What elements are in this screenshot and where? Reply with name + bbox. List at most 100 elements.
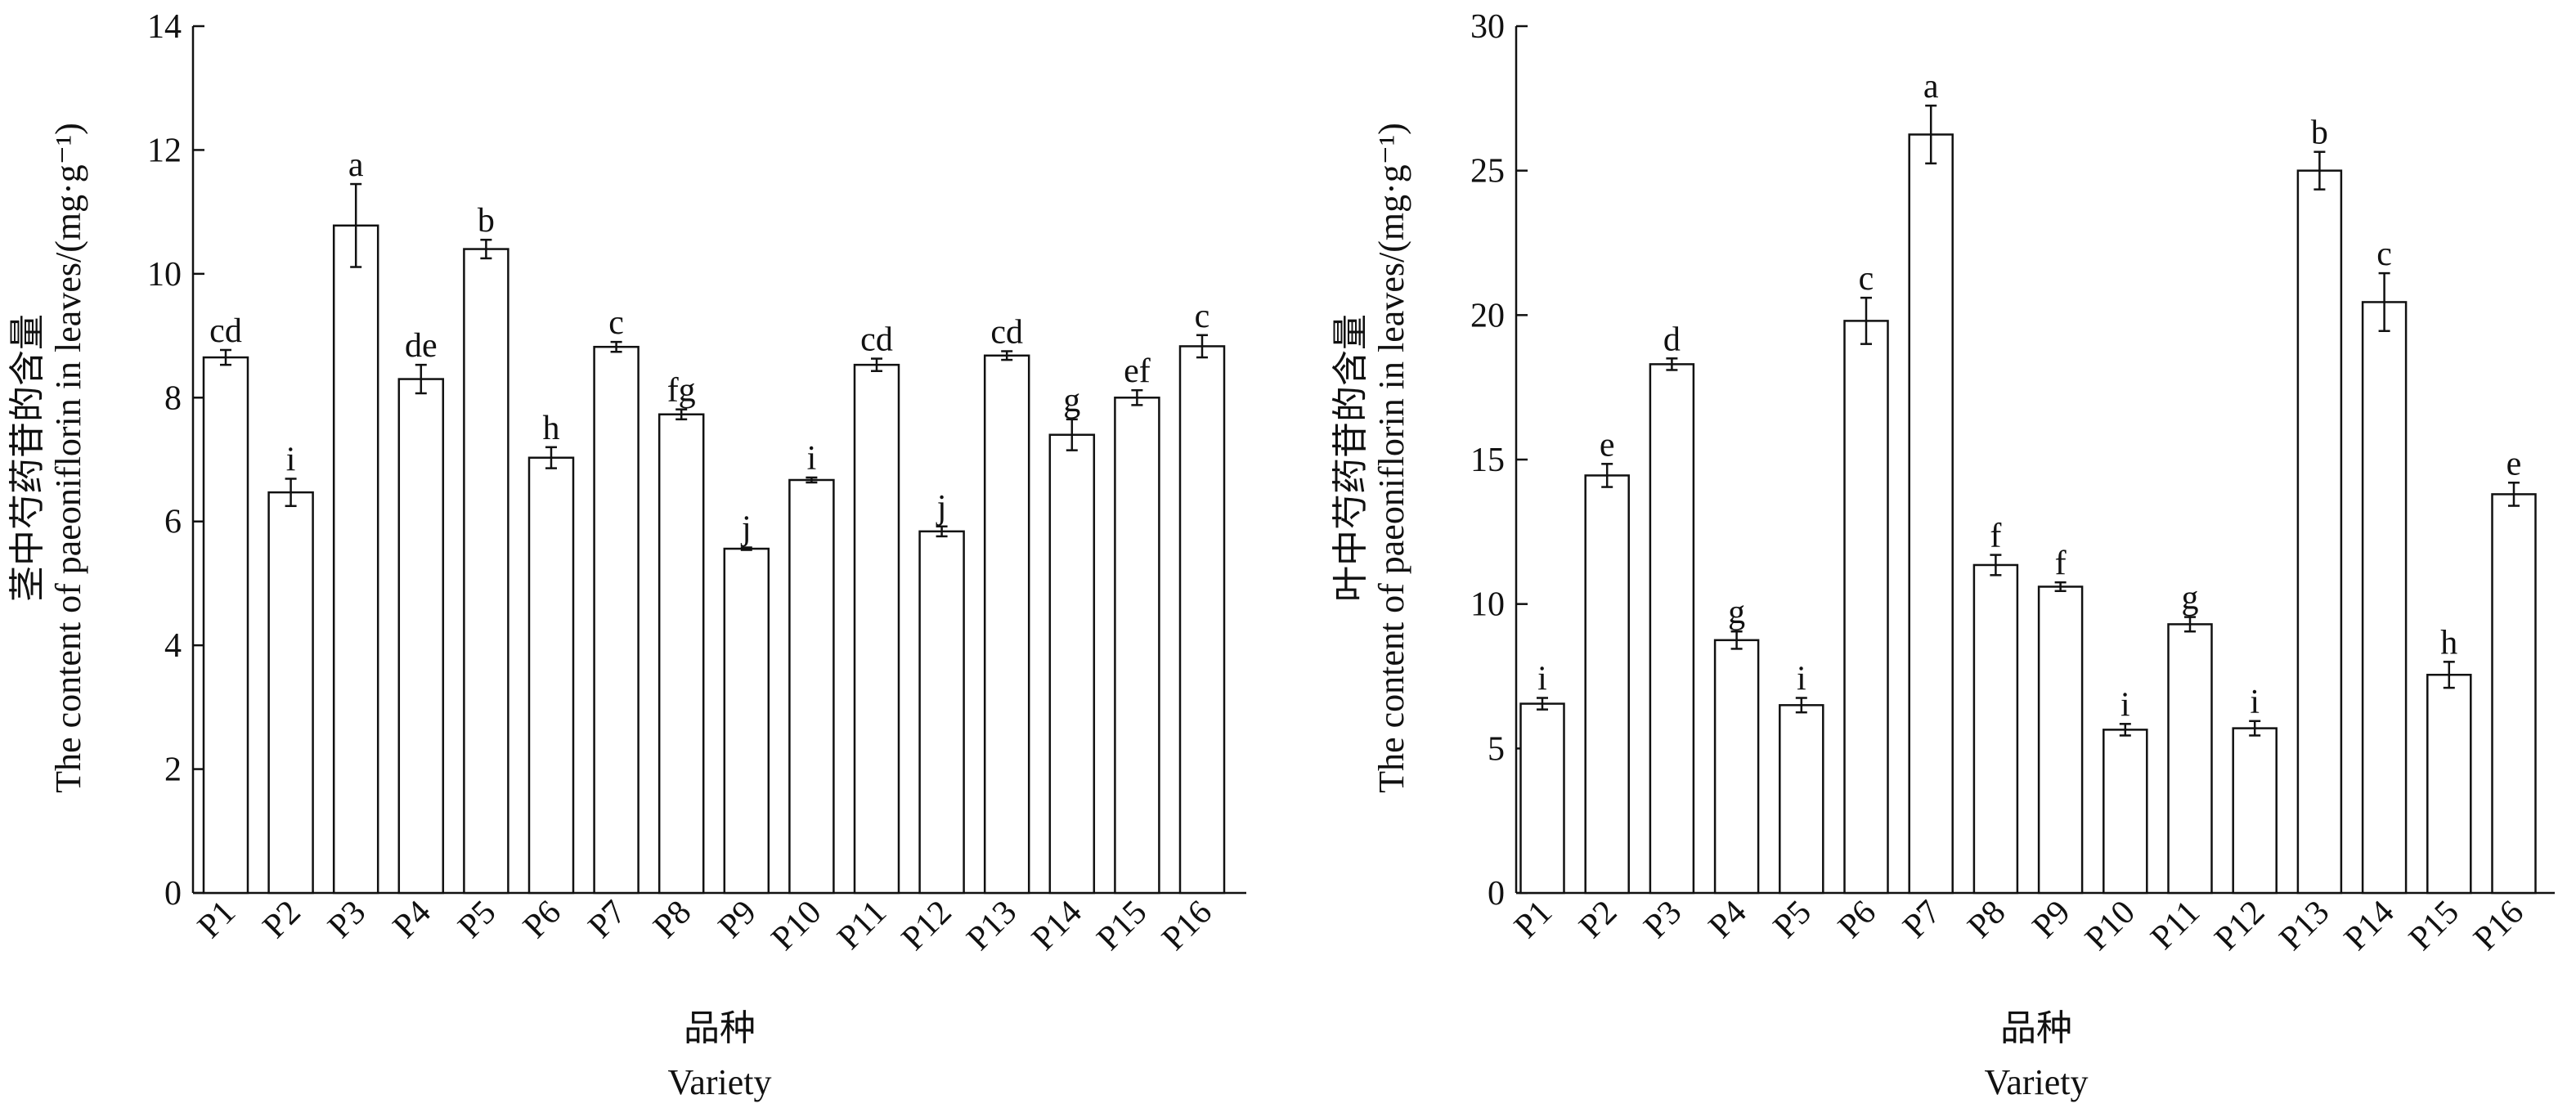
x-tick-label: P12: [2208, 894, 2273, 958]
significance-letter: c: [2376, 236, 2392, 273]
bar: [918, 530, 965, 895]
bar: [332, 224, 379, 895]
bar: [1972, 563, 2019, 895]
significance-letter: h: [2440, 624, 2457, 662]
bar: [657, 413, 705, 895]
y-tick-label: 15: [1470, 442, 1505, 479]
x-tick-label: P10: [765, 894, 829, 958]
significance-letter: i: [2250, 684, 2260, 721]
x-tick-label: P15: [1090, 894, 1155, 958]
x-tick-label: P16: [2466, 894, 2531, 958]
significance-letter: cd: [860, 321, 893, 359]
x-tick-label: P13: [2273, 894, 2337, 958]
significance-letter: i: [2120, 686, 2130, 724]
x-tick-label: P14: [2337, 894, 2402, 958]
bar: [1649, 363, 1695, 895]
significance-letter: a: [1923, 68, 1939, 105]
x-tick-label: P1: [191, 894, 243, 946]
x-tick-label: P11: [2143, 894, 2207, 958]
y-tick-label: 4: [164, 627, 182, 665]
x-tick-label: P16: [1155, 894, 1219, 958]
x-tick-label: P2: [256, 894, 308, 946]
y-tick-label: 6: [164, 504, 182, 541]
x-tick-label: P5: [1766, 894, 1819, 946]
bar: [1114, 397, 1160, 895]
significance-letter: j: [740, 510, 752, 548]
x-tick-label: P3: [1637, 894, 1690, 946]
significance-letter: i: [1537, 661, 1547, 698]
x-tick-label: P3: [321, 894, 373, 946]
x-tick-label: P7: [581, 894, 634, 946]
y-tick-label: 10: [147, 256, 182, 294]
y-axis-label: The content of paeoniflorin in leaves/(m…: [48, 123, 88, 793]
significance-letter: cd: [990, 314, 1023, 352]
y-tick-label: 30: [1470, 8, 1505, 46]
bar: [1843, 320, 1889, 895]
x-tick-label: P6: [1831, 894, 1883, 946]
bar: [2426, 673, 2472, 895]
bar: [2491, 493, 2537, 895]
x-tick-label: P13: [960, 894, 1025, 958]
x-tick-label: P1: [1507, 894, 1560, 946]
significance-letter: f: [2055, 545, 2067, 582]
y-tick-label: 20: [1470, 297, 1505, 334]
significance-letter: cd: [209, 312, 242, 350]
significance-letter: i: [286, 441, 296, 478]
bar: [2296, 169, 2343, 895]
significance-letter: de: [405, 327, 438, 365]
significance-letter: g: [1063, 382, 1080, 419]
x-tick-label: P8: [646, 894, 698, 946]
significance-letter: fg: [667, 372, 696, 410]
x-tick-label: P11: [830, 894, 894, 958]
x-tick-label: P15: [2402, 894, 2466, 958]
significance-letter: g: [1728, 594, 1745, 631]
stem-paeoniflorin-chart: 茎中芍药苷的含量 The content of paeoniflorin in …: [7, 8, 1246, 1102]
x-tick-label: P6: [516, 894, 568, 946]
bar: [463, 248, 509, 895]
y-tick-label: 0: [164, 875, 182, 913]
x-axis-label: Variety: [667, 1062, 771, 1102]
bar: [2103, 729, 2148, 895]
significance-letter: b: [478, 202, 495, 240]
y-tick-label: 10: [1470, 586, 1505, 624]
x-axis-label-cn: 品种: [684, 1008, 756, 1048]
significance-letter: h: [543, 410, 560, 447]
significance-letter: b: [2311, 114, 2328, 152]
bar: [397, 378, 445, 895]
significance-letter: i: [1797, 661, 1806, 698]
x-tick-label: P9: [711, 894, 764, 946]
bar: [527, 456, 575, 895]
bar: [2232, 727, 2278, 895]
x-tick-label: P7: [1896, 894, 1948, 946]
x-tick-label: P12: [895, 894, 959, 958]
x-tick-label: P2: [1572, 894, 1624, 946]
bar: [1048, 433, 1096, 895]
bar: [1713, 639, 1760, 895]
bar: [1908, 133, 1954, 895]
y-tick-label: 0: [1488, 875, 1505, 913]
leaf-paeoniflorin-chart: 叶中芍药苷的含量 The content of paeoniflorin in …: [1331, 8, 2555, 1102]
bar: [202, 356, 249, 895]
significance-letter: a: [348, 146, 364, 184]
bar: [267, 491, 314, 895]
x-tick-label: P5: [451, 894, 504, 946]
significance-letter: d: [1663, 321, 1681, 358]
x-tick-label: P4: [386, 894, 438, 946]
significance-letter: e: [1600, 426, 1615, 464]
bar: [2361, 301, 2408, 895]
bar: [2167, 623, 2213, 895]
significance-letter: ef: [1124, 352, 1151, 390]
y-tick-label: 2: [164, 751, 182, 789]
x-axis-label-cn: 品种: [2000, 1008, 2072, 1048]
y-tick-label: 25: [1470, 153, 1505, 191]
bar: [983, 354, 1030, 895]
x-tick-label: P10: [2078, 894, 2143, 958]
bar: [723, 547, 770, 895]
significance-letter: j: [936, 489, 947, 527]
significance-letter: e: [2506, 445, 2522, 482]
bar: [788, 478, 835, 895]
significance-letter: c: [1859, 260, 1874, 298]
y-axis-label: The content of paeoniflorin in leaves/(m…: [1371, 123, 1411, 793]
y-axis-label-cn: 叶中芍药苷的含量: [1331, 314, 1371, 602]
